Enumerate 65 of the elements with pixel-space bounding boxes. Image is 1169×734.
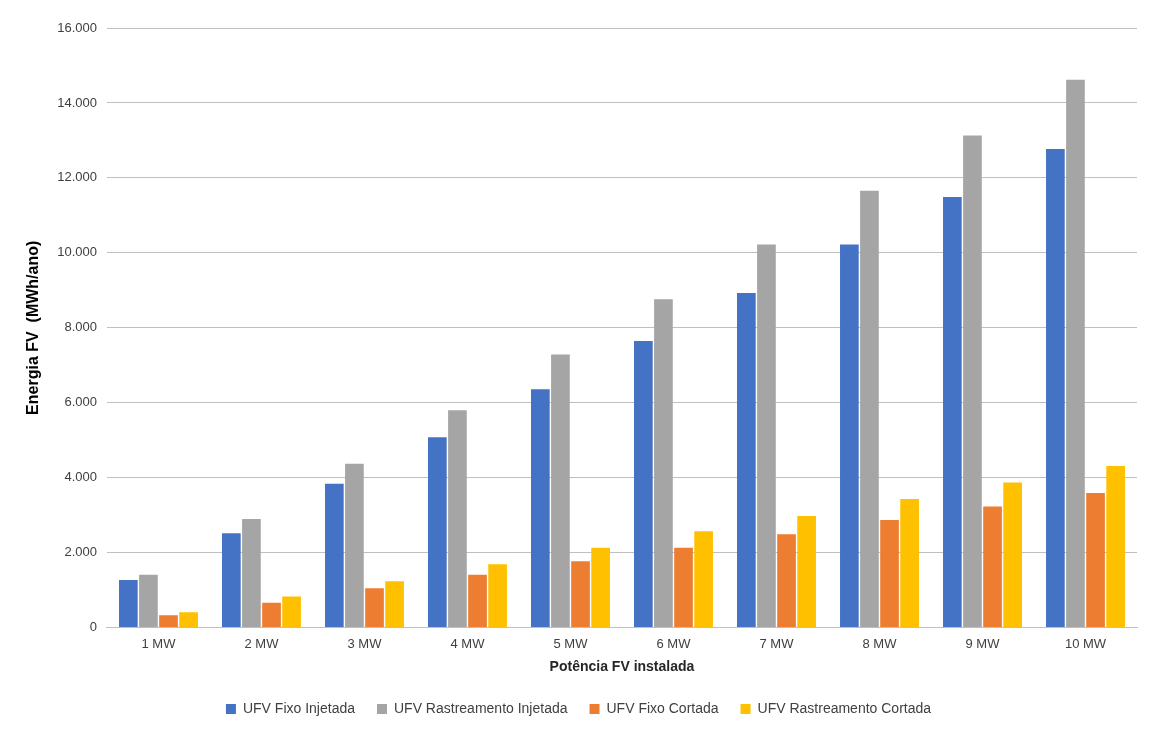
- x-tick-label: 10 MW: [1064, 635, 1107, 651]
- bar: [325, 483, 344, 628]
- legend-label: UFV Rastreamento Cortada: [757, 699, 932, 716]
- bar: [963, 135, 982, 628]
- bar: [488, 564, 507, 628]
- bar: [179, 612, 198, 628]
- bar: [365, 588, 384, 628]
- bar: [737, 292, 756, 628]
- x-tick-label: 4 MW: [450, 635, 486, 651]
- x-tick-label: 3 MW: [347, 635, 383, 651]
- bar: [571, 561, 590, 628]
- bar: [262, 602, 281, 628]
- bar: [757, 244, 776, 628]
- bar: [880, 520, 899, 628]
- x-tick-label: 8 MW: [862, 635, 898, 651]
- bar: [634, 340, 653, 628]
- bar: [448, 410, 467, 628]
- bar: [242, 518, 261, 628]
- bar: [674, 547, 693, 628]
- y-tick-label: 10.000: [57, 244, 97, 260]
- x-tick-label: 5 MW: [553, 635, 589, 651]
- bar: [345, 463, 364, 628]
- bar: [551, 354, 570, 628]
- bar: [1066, 79, 1085, 628]
- bar: [385, 581, 404, 628]
- bar: [119, 580, 138, 628]
- bar: [983, 506, 1002, 628]
- bar: [531, 389, 550, 628]
- legend-label: UFV Fixo Cortada: [606, 699, 719, 716]
- y-tick-label: 0: [89, 619, 97, 635]
- bar: [159, 615, 178, 628]
- bar: [468, 574, 487, 628]
- y-tick-label: 2.000: [64, 544, 97, 560]
- bar: [1086, 493, 1105, 628]
- x-axis-title: Potência FV instalada: [549, 658, 695, 675]
- legend-label: UFV Fixo Injetada: [242, 699, 356, 716]
- bar: [139, 574, 158, 628]
- legend-label: UFV Rastreamento Injetada: [393, 699, 568, 716]
- y-tick-label: 12.000: [57, 169, 97, 185]
- x-tick-label: 7 MW: [759, 635, 795, 651]
- y-tick-label: 4.000: [64, 469, 97, 485]
- x-tick-label: 2 MW: [244, 635, 280, 651]
- bar: [860, 190, 879, 628]
- bar: [777, 534, 796, 628]
- y-axis-title: Energia FV (MWh/ano): [24, 240, 42, 415]
- bar: [797, 515, 816, 628]
- y-tick-label: 14.000: [57, 94, 97, 110]
- x-tick-label: 9 MW: [965, 635, 1001, 651]
- bar: [428, 437, 447, 628]
- bar: [1046, 149, 1065, 628]
- bar: [840, 244, 859, 628]
- y-tick-label: 6.000: [64, 394, 97, 410]
- bar: [694, 531, 713, 628]
- bar: [654, 299, 673, 628]
- y-tick-label: 16.000: [57, 19, 97, 35]
- x-tick-label: 1 MW: [141, 635, 177, 651]
- bar: [1003, 482, 1022, 628]
- bar: [943, 197, 962, 628]
- bar: [222, 533, 241, 628]
- bar: [591, 547, 610, 628]
- x-tick-label: 6 MW: [656, 635, 692, 651]
- bar: [900, 499, 919, 628]
- bar: [1106, 466, 1125, 628]
- bar: [282, 596, 301, 628]
- y-tick-label: 8.000: [64, 319, 97, 335]
